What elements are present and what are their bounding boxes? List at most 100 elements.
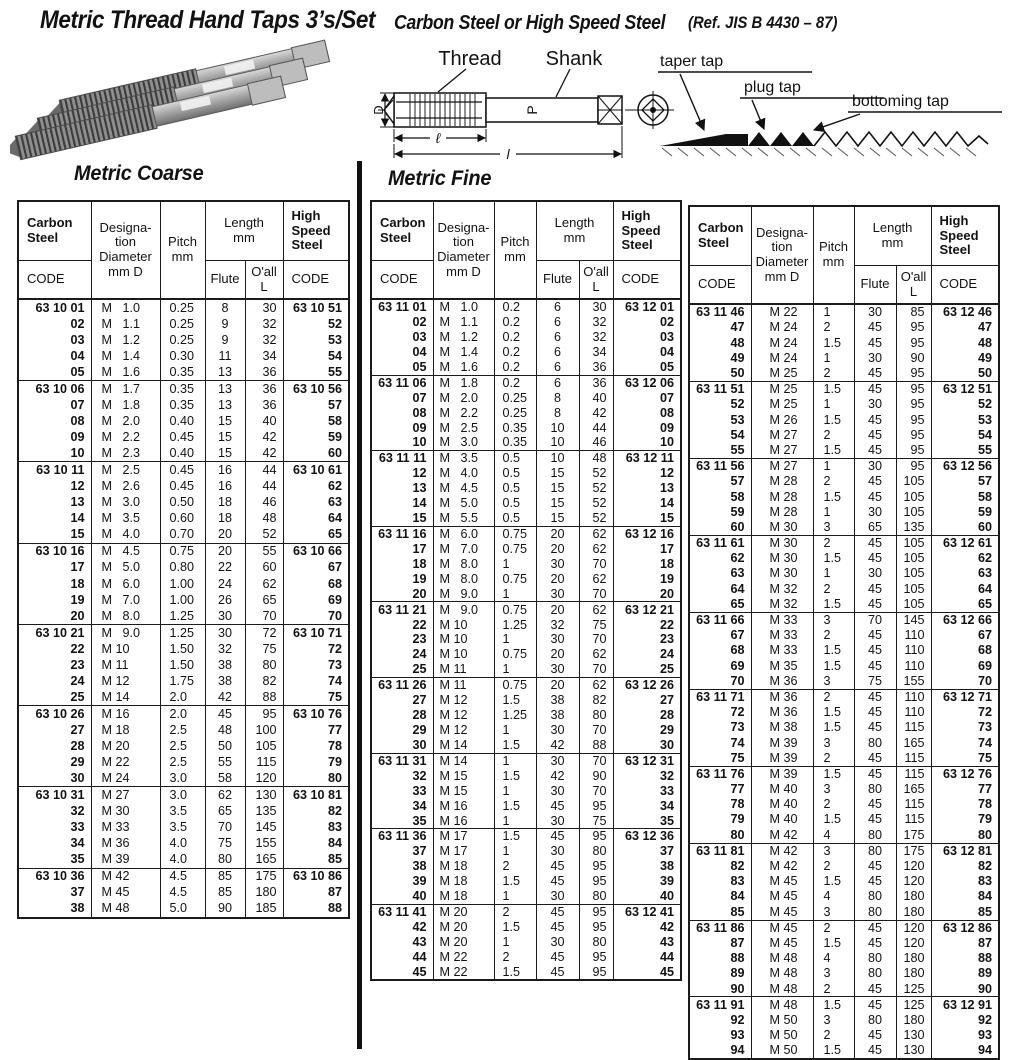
cell-designation: M 2.2 <box>432 405 494 421</box>
table-row: 10 M 2.3 0.40 15 42 60 <box>18 445 350 463</box>
cell-code: 27 <box>412 693 427 708</box>
cell-flute: 45 <box>853 920 896 936</box>
cell-designation: M 10 <box>432 617 494 633</box>
cell-oall: 180 <box>244 884 284 901</box>
cell-pitch: 2 <box>493 904 536 920</box>
cell-hss-code: 64 <box>930 581 1000 597</box>
cell-oall: 180 <box>895 966 932 982</box>
cell-flute: 11 <box>204 348 245 365</box>
cell-hss-code: 63 12 46 <box>930 304 1000 321</box>
cell-code: 68 <box>730 643 745 658</box>
cell-oall: 70 <box>578 722 614 738</box>
cell-hss-code: 63 12 71 <box>930 689 1000 705</box>
cell-designation: M 24 <box>750 350 813 366</box>
cell-flute: 38 <box>204 673 245 690</box>
table-row: 38 M 48 5.0 90 185 88 <box>18 900 350 919</box>
table-row: 63 11 71 M 36 2 45 110 63 12 71 <box>689 689 1000 705</box>
cell-hss-code: 65 <box>282 526 350 544</box>
cell-oall: 165 <box>244 851 284 869</box>
cell-oall: 145 <box>244 819 284 836</box>
cell-pitch: 3 <box>812 843 854 859</box>
cell-flute: 6 <box>535 299 579 315</box>
page-title: Metric Thread Hand Taps 3’s/Set <box>40 6 376 34</box>
table-row: 42 M 20 1.5 45 95 42 <box>371 919 682 935</box>
table-row: 10 M 3.0 0.35 10 46 10 <box>371 435 682 452</box>
cell-pitch: 5.0 <box>159 900 205 919</box>
cell-oall: 105 <box>895 566 932 582</box>
cell-designation: M 12 <box>432 692 494 708</box>
cell-pitch: 0.80 <box>159 559 205 576</box>
table-row: 04 M 1.4 0.30 11 34 54 <box>18 348 350 365</box>
cell-hss-code: 92 <box>930 1012 1000 1028</box>
th-code: CODE <box>380 271 418 287</box>
cell-hss-code: 70 <box>282 607 350 625</box>
table-row: 45 M 22 1.5 45 95 45 <box>371 964 682 981</box>
cell-oall: 80 <box>244 657 284 674</box>
cell-pitch: 3.5 <box>159 803 205 820</box>
cell-hss-code: 63 12 26 <box>612 677 682 693</box>
cell-flute: 45 <box>535 798 579 814</box>
cell-oall: 95 <box>895 335 932 351</box>
table-row: 30 M 14 1.5 42 88 30 <box>371 737 682 754</box>
cell-pitch: 2.5 <box>159 754 205 771</box>
table-row: 22 M 10 1.50 32 75 72 <box>18 640 350 658</box>
cell-designation: M 4.5 <box>432 481 494 496</box>
cell-hss-code: 82 <box>282 803 350 820</box>
cell-flute: 24 <box>204 575 245 592</box>
cell-flute: 38 <box>535 707 579 723</box>
dim-overall-length-label: l <box>506 146 510 162</box>
cell-designation: M 30 <box>90 803 160 820</box>
table-row: 63 M 30 1 30 105 63 <box>689 566 1000 582</box>
cell-hss-code: 80 <box>282 770 350 788</box>
table-row: 04 M 1.4 0.2 6 34 04 <box>371 344 682 360</box>
cell-flute: 45 <box>853 412 896 428</box>
cell-code: 63 11 51 <box>696 382 745 397</box>
cell-hss-code: 72 <box>282 640 350 658</box>
cell-code: 30 <box>18 770 91 788</box>
cell-pitch: 4.5 <box>159 884 205 901</box>
cell-designation: M 15 <box>432 783 494 799</box>
cell-oall: 52 <box>578 495 614 511</box>
table-row: 05 M 1.6 0.35 13 36 55 <box>18 364 350 382</box>
cell-oall: 85 <box>895 304 932 321</box>
cell-designation: M 8.0 <box>432 571 494 587</box>
cell-oall: 95 <box>578 828 614 845</box>
cell-pitch: 0.45 <box>159 429 205 446</box>
cell-pitch: 1.5 <box>493 737 536 754</box>
cell-pitch: 1.5 <box>812 335 854 351</box>
cell-flute: 45 <box>853 442 896 459</box>
cell-flute: 20 <box>535 647 579 663</box>
cell-flute: 30 <box>853 304 896 321</box>
cell-flute: 30 <box>853 566 896 582</box>
cell-oall: 95 <box>578 964 614 981</box>
cell-hss-code: 22 <box>612 617 682 633</box>
cell-pitch: 0.50 <box>159 494 205 511</box>
cell-hss-code: 63 12 06 <box>612 375 682 391</box>
cell-hss-code: 52 <box>282 316 350 333</box>
table-row: 35 M 16 1 30 75 35 <box>371 813 682 830</box>
cell-oall: 88 <box>244 689 284 707</box>
th-flute: Flute <box>535 260 579 299</box>
cell-hss-code: 63 12 61 <box>930 535 1000 551</box>
cell-hss-code: 63 10 51 <box>282 299 350 317</box>
cell-code: 74 <box>730 735 745 750</box>
table-row: 44 M 22 2 45 95 44 <box>371 949 682 965</box>
cell-flute: 45 <box>853 427 896 443</box>
cell-designation: M 45 <box>90 884 160 901</box>
table-row: 08 M 2.0 0.40 15 40 58 <box>18 413 350 430</box>
cell-oall: 115 <box>895 766 932 782</box>
cell-hss-code: 68 <box>930 643 1000 659</box>
cell-designation: M 3.5 <box>90 510 160 527</box>
table-row: 29 M 12 1 30 70 29 <box>371 722 682 738</box>
cell-hss-code: 40 <box>612 888 682 905</box>
cell-pitch: 1 <box>493 662 536 679</box>
cell-flute: 45 <box>853 1043 896 1060</box>
table-row: 47 M 24 2 45 95 47 <box>689 320 1000 336</box>
cell-code: 54 <box>730 427 745 442</box>
cell-pitch: 1 <box>812 566 854 582</box>
table-row: 20 M 8.0 1.25 30 70 70 <box>18 607 350 625</box>
table-row: 83 M 45 1.5 45 120 83 <box>689 873 1000 890</box>
cell-pitch: 2 <box>812 689 854 705</box>
cell-pitch: 0.25 <box>493 390 536 406</box>
